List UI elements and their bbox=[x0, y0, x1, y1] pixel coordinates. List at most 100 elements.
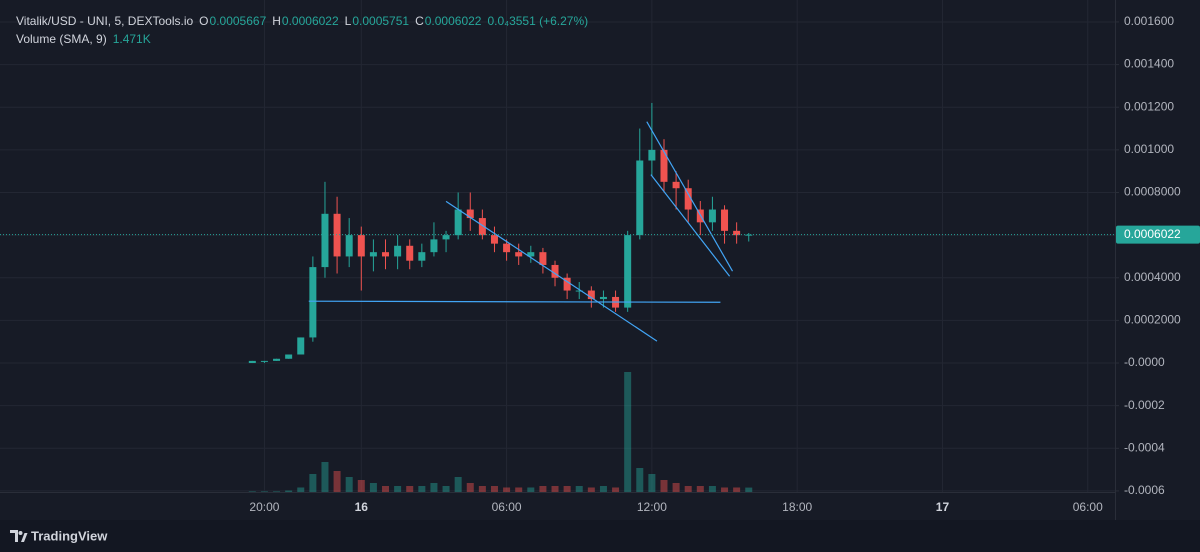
candle-body bbox=[321, 213, 329, 268]
candle-body bbox=[382, 252, 390, 257]
footer-brand: TradingView bbox=[31, 528, 108, 543]
x-tick-label: 06:00 bbox=[1073, 500, 1103, 514]
volume-bar bbox=[369, 483, 377, 492]
ohlc-label: O bbox=[199, 14, 208, 28]
candle-body bbox=[636, 160, 644, 236]
candle-body bbox=[575, 290, 583, 292]
candle-body bbox=[297, 337, 305, 355]
candle-body bbox=[539, 252, 547, 265]
y-tick-label: 0.0002000 bbox=[1124, 313, 1181, 327]
candle-body bbox=[527, 252, 535, 257]
volume-bar bbox=[563, 486, 571, 492]
candle-body bbox=[345, 235, 353, 257]
volume-bar bbox=[273, 491, 281, 492]
x-tick-label: 20:00 bbox=[249, 500, 279, 514]
volume-bar bbox=[648, 474, 656, 492]
candle-body bbox=[672, 181, 680, 189]
trend-line bbox=[646, 121, 734, 272]
volume-bar bbox=[672, 483, 680, 492]
tradingview-logo bbox=[10, 530, 28, 542]
y-tick-label: 0.001200 bbox=[1124, 99, 1174, 113]
volume-bar bbox=[527, 487, 535, 492]
y-tick-label: 0.001000 bbox=[1124, 142, 1174, 156]
volume-bar bbox=[442, 486, 450, 492]
volume-bar bbox=[394, 486, 402, 492]
volume-bar bbox=[345, 477, 353, 492]
candle-body bbox=[599, 296, 607, 300]
candle-body bbox=[248, 360, 256, 364]
volume-bar bbox=[721, 487, 729, 492]
y-tick-label: 0.001400 bbox=[1124, 57, 1174, 71]
volume-bar bbox=[430, 483, 438, 492]
volume-bar bbox=[636, 468, 644, 492]
y-tick-label: -0.0000 bbox=[1124, 355, 1165, 369]
volume-bar bbox=[551, 486, 559, 492]
candle-body bbox=[418, 252, 426, 261]
volume-bar bbox=[612, 487, 620, 492]
volume-bar bbox=[309, 474, 317, 492]
candle-body bbox=[442, 235, 450, 240]
candle-body bbox=[273, 358, 281, 361]
volume-bar bbox=[515, 487, 523, 492]
volume-bar bbox=[357, 480, 365, 492]
candle-body bbox=[394, 245, 402, 257]
volume-bar bbox=[406, 486, 414, 492]
candle-body bbox=[745, 234, 753, 236]
ohlc-label: C bbox=[415, 14, 424, 28]
volume-bar bbox=[490, 486, 498, 492]
x-tick-label: 17 bbox=[936, 500, 950, 514]
last-price-box bbox=[1116, 225, 1200, 244]
volume-bar bbox=[587, 487, 595, 492]
logo-mark bbox=[10, 530, 18, 542]
volume-bar bbox=[260, 491, 268, 492]
volume-bar bbox=[418, 486, 426, 492]
y-tick-label: 0.0004000 bbox=[1124, 270, 1181, 284]
candle-body bbox=[466, 209, 474, 219]
candle-body bbox=[624, 235, 632, 308]
candle-body bbox=[563, 277, 571, 291]
volume-bar bbox=[297, 487, 305, 492]
plot-area bbox=[0, 102, 1115, 364]
y-tick-label: -0.0002 bbox=[1124, 398, 1165, 412]
logo-dot bbox=[18, 531, 23, 535]
x-tick-label: 06:00 bbox=[492, 500, 522, 514]
y-tick-label: -0.0006 bbox=[1124, 483, 1165, 497]
volume-bar bbox=[660, 480, 668, 492]
candle-body bbox=[478, 218, 486, 236]
candle-body bbox=[684, 188, 692, 210]
volume-bar bbox=[248, 491, 256, 492]
volume-bar bbox=[733, 487, 741, 492]
logo-mark bbox=[21, 533, 28, 542]
trend-line bbox=[650, 174, 731, 277]
last-price-label: 0.0006022 bbox=[1124, 227, 1181, 241]
volume-bar bbox=[382, 486, 390, 492]
axes: 0.001600 0.001400 0.001200 0.001000 0.000800… bbox=[249, 14, 1200, 514]
volume-bar bbox=[599, 486, 607, 492]
volume-bar bbox=[454, 477, 462, 492]
volume-bar bbox=[333, 471, 341, 492]
change: 0.0₄3551 (+6.27%) bbox=[487, 14, 588, 28]
ohlc-label: L bbox=[345, 14, 352, 28]
candle-body bbox=[721, 209, 729, 231]
volume-bar bbox=[575, 486, 583, 492]
volume-bar bbox=[478, 486, 486, 492]
x-tick-label: 18:00 bbox=[782, 500, 812, 514]
volume-bar bbox=[466, 483, 474, 492]
volume-bar bbox=[745, 487, 753, 492]
candle-body bbox=[733, 230, 741, 236]
volume-value: 1.471K bbox=[113, 32, 151, 46]
volume-pane bbox=[248, 372, 753, 492]
symbol: Vitalik/USD - UNI, 5, DEXTools.io bbox=[16, 14, 193, 28]
volume-bar bbox=[321, 462, 329, 492]
ohlc-value: 0.0005667 bbox=[210, 14, 267, 28]
candle-body bbox=[260, 360, 268, 362]
candle-body bbox=[515, 252, 523, 257]
candle-body bbox=[490, 235, 498, 244]
ohlc-value: 0.0005751 bbox=[352, 14, 409, 28]
y-tick-label: 0.0008000 bbox=[1124, 185, 1181, 199]
volume-bar bbox=[696, 486, 704, 492]
x-tick-label: 12:00 bbox=[637, 500, 667, 514]
candle-body bbox=[309, 267, 317, 338]
candle-body bbox=[369, 252, 377, 257]
